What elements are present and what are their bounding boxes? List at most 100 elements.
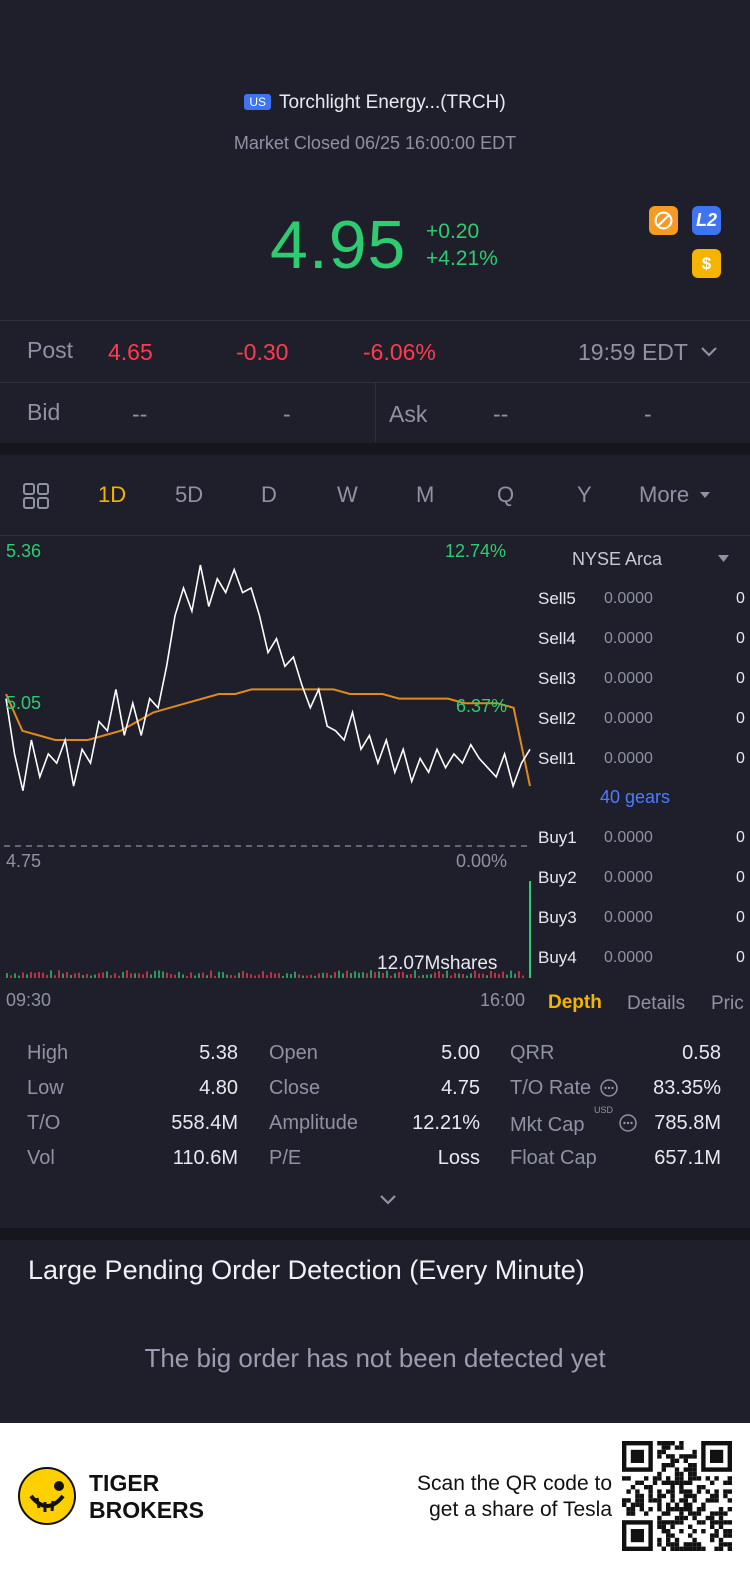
stat-label: P/E (269, 1147, 302, 1169)
volume-bar (130, 973, 132, 978)
tab-y[interactable]: Y (577, 482, 592, 507)
volume-bar (22, 972, 24, 978)
stat-value: 785.8M (654, 1112, 721, 1134)
divider (0, 535, 750, 536)
no-margin-icon[interactable] (649, 206, 678, 235)
brand-line1: TIGER (89, 1470, 160, 1496)
volume-bar (142, 974, 144, 978)
expand-chevron-icon[interactable] (378, 1193, 398, 1207)
volume-bar (498, 973, 500, 978)
qr-module (710, 1515, 715, 1521)
volume-bar (366, 973, 368, 978)
qr-module (630, 1502, 636, 1507)
qr-module (688, 1471, 693, 1477)
qr-module (674, 1480, 680, 1485)
qr-module (630, 1485, 636, 1490)
tab-q[interactable]: Q (497, 482, 515, 507)
qr-module (661, 1467, 666, 1472)
info-icon[interactable] (618, 1113, 638, 1133)
qr-module (661, 1480, 666, 1485)
intraday-chart[interactable] (0, 536, 534, 1016)
qr-module (652, 1480, 658, 1485)
level2-icon[interactable]: L2 (692, 206, 721, 235)
volume-bar (302, 975, 304, 978)
tab-depth[interactable]: Depth (548, 992, 602, 1013)
qr-module (692, 1454, 697, 1459)
gears-link[interactable]: 40 gears (600, 787, 671, 807)
caret-down-icon[interactable] (717, 554, 730, 564)
exchange-selector[interactable]: NYSE Arca (572, 549, 662, 570)
qr-module (727, 1489, 732, 1494)
qr-module (679, 1441, 684, 1446)
tab-1d[interactable]: 1D (98, 482, 127, 507)
qr-finder (630, 1529, 644, 1543)
orderbook-price: 0.0000 (604, 670, 653, 687)
qr-code[interactable] (622, 1441, 732, 1551)
qr-module (639, 1480, 644, 1485)
volume-bar (486, 975, 488, 978)
qr-finder (710, 1449, 724, 1463)
qr-module (688, 1454, 693, 1459)
info-icon[interactable] (599, 1078, 619, 1098)
volume-bar (510, 970, 512, 978)
qr-module (661, 1529, 666, 1534)
qr-module (688, 1507, 693, 1512)
qr-module (727, 1546, 732, 1551)
qr-module (714, 1533, 719, 1538)
volume-bar (18, 975, 20, 978)
qr-module (683, 1467, 688, 1472)
qr-module (718, 1537, 724, 1543)
qr-module (688, 1511, 693, 1516)
volume-bar (274, 973, 276, 978)
price-change: +0.20 +4.21% (426, 218, 498, 272)
volume-bar (14, 973, 16, 978)
qr-module (727, 1529, 732, 1534)
volume-bar (82, 975, 84, 978)
qr-module (688, 1467, 693, 1472)
volume-bar (34, 973, 36, 978)
tab-more[interactable]: More (639, 482, 711, 508)
stat-label: High (27, 1042, 69, 1064)
qr-module (648, 1498, 653, 1503)
orderbook-label: Sell2 (538, 709, 576, 728)
volume-bar (446, 970, 448, 978)
volume-bar (150, 974, 152, 978)
volume-bar (490, 970, 492, 978)
volume-bar (494, 972, 496, 978)
qr-module (661, 1463, 666, 1468)
volume-bar (86, 973, 88, 978)
tab-m[interactable]: M (416, 482, 435, 507)
qr-module (657, 1493, 662, 1499)
last-price: 4.95 (270, 207, 407, 283)
tab-price[interactable]: Pric (711, 993, 744, 1014)
divider (0, 320, 750, 321)
qr-module (674, 1502, 680, 1507)
tab-5d[interactable]: 5D (175, 482, 204, 507)
tab-d[interactable]: D (261, 482, 277, 507)
qr-module (679, 1529, 684, 1534)
qr-module (644, 1485, 649, 1490)
qr-module (674, 1537, 680, 1543)
qr-module (718, 1507, 724, 1512)
volume-bar (454, 973, 456, 978)
qr-module (692, 1463, 697, 1468)
tab-w[interactable]: W (337, 482, 358, 507)
dollar-icon[interactable]: $ (692, 249, 721, 278)
grid-icon[interactable] (22, 482, 50, 515)
volume-bar (358, 972, 360, 978)
bid-size: - (283, 401, 291, 427)
volume-label: 12.07Mshares (377, 953, 498, 974)
volume-bar (442, 973, 444, 978)
tab-details[interactable]: Details (627, 993, 686, 1014)
qr-module (622, 1502, 627, 1507)
volume-bar (286, 973, 288, 978)
qr-module (666, 1537, 671, 1543)
qr-module (710, 1493, 715, 1499)
qr-module (688, 1480, 693, 1485)
volume-bar (154, 970, 156, 978)
bid-price: -- (132, 401, 148, 427)
volume-bar (98, 973, 100, 978)
volume-bar (378, 971, 380, 978)
volume-bar (54, 975, 56, 978)
post-time-selector[interactable]: 19:59 EDT (578, 339, 718, 366)
